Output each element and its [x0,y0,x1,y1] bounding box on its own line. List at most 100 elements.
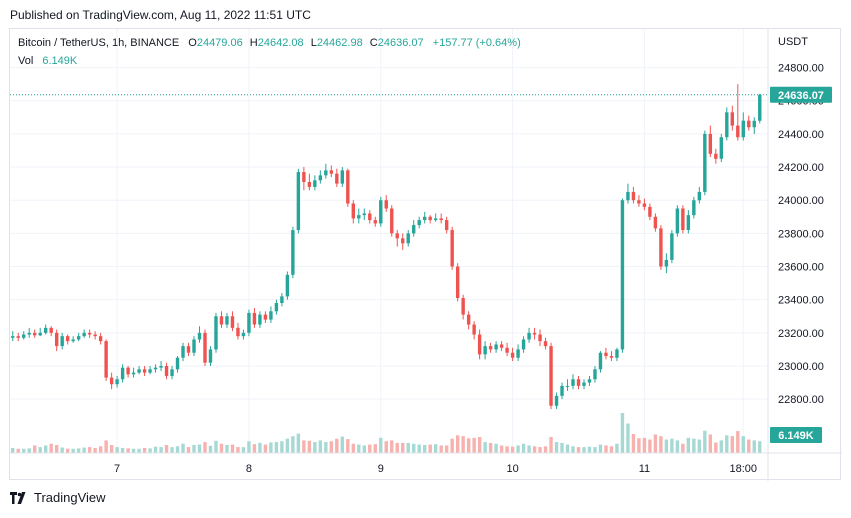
y-tick-label: 23200.00 [778,328,824,340]
volume-bar [620,413,625,453]
volume-bar [730,436,734,453]
volume-bar [346,439,350,453]
candle-body [593,369,597,380]
volume-bar [549,437,553,453]
volume-bar [670,438,674,453]
y-tick-label: 23800.00 [778,228,824,240]
candle-body [390,208,394,234]
volume-bar [115,447,119,453]
volume-bar [692,438,696,453]
y-tick-label: 23600.00 [778,262,824,274]
volume-bars [11,413,762,453]
volume-bar [488,442,493,453]
volume-bar [329,441,334,453]
x-tick-label: 11 [639,463,650,475]
volume-bar [675,440,680,453]
candle-body [686,215,691,231]
volume-bar [653,434,658,453]
candle-body [109,377,114,385]
volume-bar [741,436,745,453]
candle-body [137,369,141,373]
legend-h-value: 24642.08 [258,37,304,49]
candle-body [22,334,26,338]
candle-body [730,112,734,126]
volume-bar [71,448,75,453]
candle-body [27,332,31,335]
candle-body [313,180,317,187]
candle-body [752,120,756,128]
candle-body [560,385,564,396]
volume-bar [49,443,53,453]
candle-body [549,346,553,406]
candle-body [54,332,59,347]
candle-body [60,336,64,347]
volume-bar [54,445,59,453]
candle-body [703,133,707,192]
volume-bar [719,440,724,453]
candle-body [565,385,570,387]
volume-bar [285,438,290,453]
candle-body [285,274,290,297]
volume-bar [230,444,235,453]
price-axis: 22800.00 23000.00 23200.00 23400.00 23600.00… [778,63,824,407]
volume-bar [280,441,284,453]
volume-bar [390,440,394,453]
gridlines [10,29,768,453]
volume-bar [604,445,608,453]
volume-bar [450,438,454,453]
candle-body [280,296,284,303]
volume-bar [609,446,614,453]
volume-bar [571,446,575,453]
volume-bar [340,436,345,453]
currency-label: USDT [778,36,808,48]
legend-l-label: L [311,37,317,49]
volume-bar [423,445,427,453]
volume-bar [131,448,136,453]
x-tick-label: 18:00 [730,463,758,475]
candle-body [181,346,185,358]
candle-body [571,379,575,386]
volume-bar [516,445,520,453]
candle-body [329,170,334,174]
candle-body [450,230,454,267]
volume-bar [494,443,498,453]
candle-body [499,344,504,348]
candle-body [153,367,158,370]
candle-body [44,327,48,333]
candle-body [49,327,53,333]
volume-bar [477,437,482,453]
candle-body [274,303,279,312]
volume-bar [664,439,669,453]
legend-o-label: O [188,37,197,49]
candlestick-chart[interactable]: 22800.00 23000.00 23200.00 23400.00 23600.00… [10,29,842,481]
volume-bar [22,448,26,453]
candle-body [670,233,674,260]
legend-vol-value: 6.149K [42,55,78,67]
candle-body [395,233,399,239]
candle-body [659,228,663,267]
candle-body [758,94,762,121]
volume-bar [142,447,147,453]
volume-bar [444,445,449,453]
volume-bar [269,442,273,453]
candle-body [598,352,603,370]
volume-bar [258,442,262,453]
volume-bar [60,447,64,453]
volume-bar [225,445,229,453]
candle-body [439,218,443,221]
volume-bar [11,447,15,453]
candle-body [461,298,465,315]
candle-body [747,120,751,128]
volume-bar [532,446,537,453]
volume-bar [466,438,471,453]
svg-text:Bitcoin / TetherUS, 1h, BINANC: Bitcoin / TetherUS, 1h, BINANCE O24479.0… [18,37,521,49]
volume-bar [164,445,169,453]
volume-bar [499,445,504,453]
candle-body [384,200,388,209]
candle-body [538,334,542,342]
volume-bar [725,435,729,453]
volume-bar [291,436,295,453]
volume-bar [368,444,372,453]
candle-body [65,336,70,342]
candle-body [373,220,377,224]
